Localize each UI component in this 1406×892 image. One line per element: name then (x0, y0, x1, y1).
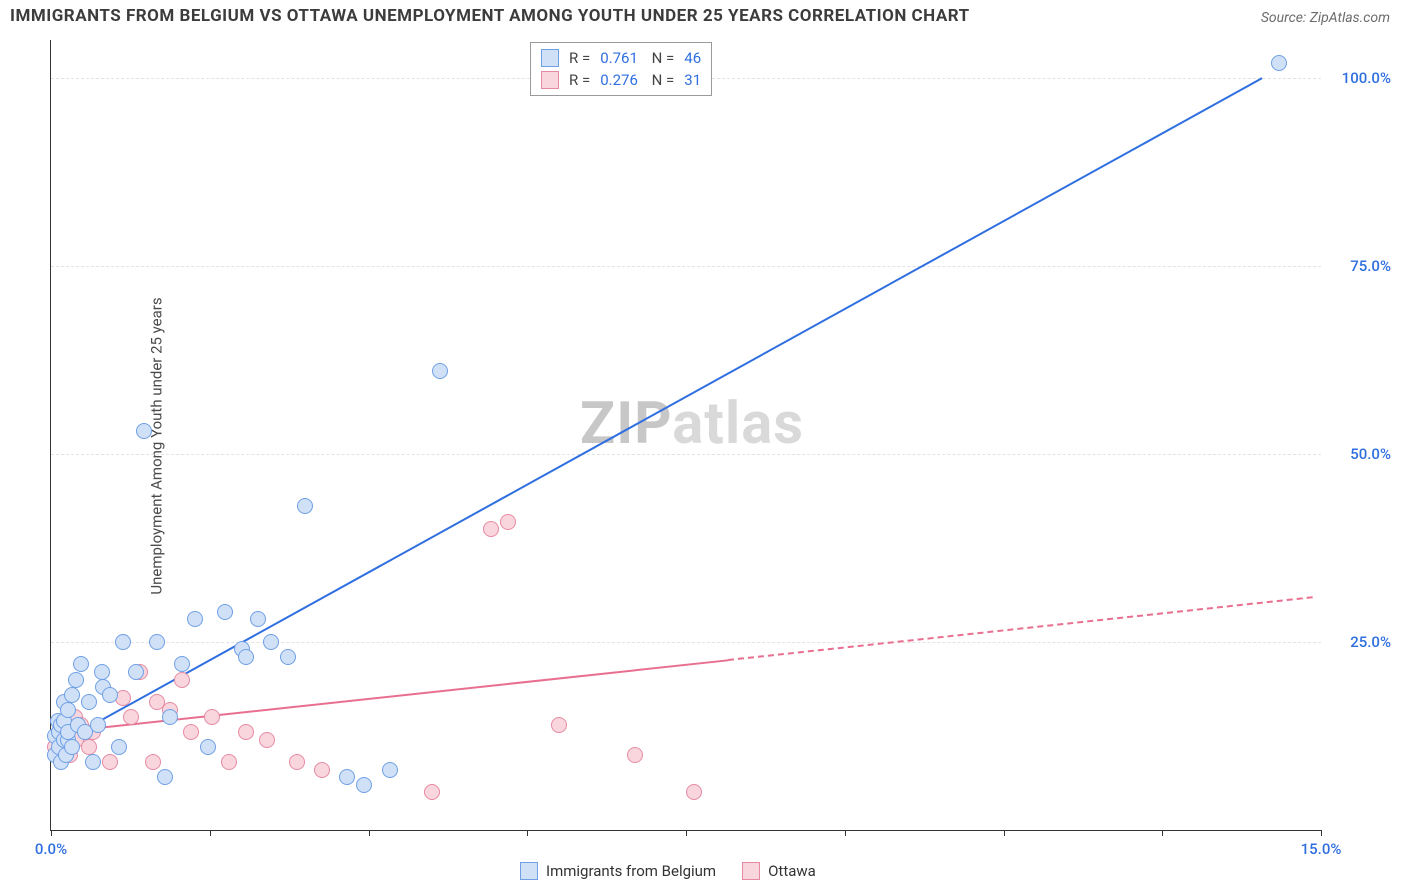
data-point-belgium (263, 634, 279, 650)
data-point-ottawa (424, 784, 440, 800)
data-point-belgium (149, 634, 165, 650)
series-legend: Immigrants from Belgium Ottawa (520, 862, 816, 880)
data-point-belgium (280, 649, 296, 665)
source-label: Source: ZipAtlas.com (1261, 10, 1390, 26)
data-point-belgium (238, 649, 254, 665)
legend-belgium-r: 0.761 (600, 47, 638, 69)
legend-item-ottawa: Ottawa (742, 862, 816, 880)
y-tick-label: 100.0% (1342, 69, 1391, 87)
data-point-belgium (64, 687, 80, 703)
data-point-belgium (111, 739, 127, 755)
data-point-belgium (356, 777, 372, 793)
data-point-belgium (339, 769, 355, 785)
data-point-belgium (297, 498, 313, 514)
data-point-belgium (1271, 55, 1287, 71)
swatch-ottawa (742, 862, 760, 880)
data-point-ottawa (238, 724, 254, 740)
x-tick-label: 15.0% (1301, 840, 1342, 858)
data-point-ottawa (145, 754, 161, 770)
chart-title: IMMIGRANTS FROM BELGIUM VS OTTAWA UNEMPL… (10, 6, 970, 26)
data-point-belgium (68, 672, 84, 688)
data-point-belgium (174, 656, 190, 672)
data-point-ottawa (102, 754, 118, 770)
data-point-ottawa (123, 709, 139, 725)
data-point-belgium (128, 664, 144, 680)
legend-n-label: N = (648, 69, 674, 91)
data-point-ottawa (314, 762, 330, 778)
swatch-ottawa (541, 71, 559, 89)
data-point-belgium (136, 423, 152, 439)
data-point-belgium (94, 664, 110, 680)
data-point-belgium (64, 739, 80, 755)
chart-container: IMMIGRANTS FROM BELGIUM VS OTTAWA UNEMPL… (0, 0, 1406, 892)
data-point-belgium (200, 739, 216, 755)
legend-r-label: R = (569, 47, 590, 69)
data-point-ottawa (483, 521, 499, 537)
data-point-ottawa (174, 672, 190, 688)
data-point-belgium (187, 611, 203, 627)
data-point-belgium (382, 762, 398, 778)
trend-line (728, 597, 1312, 662)
legend-belgium-n: 46 (684, 47, 701, 69)
legend-row-ottawa: R = 0.276 N = 31 (541, 69, 701, 91)
data-point-belgium (162, 709, 178, 725)
y-tick-label: 50.0% (1350, 445, 1391, 463)
legend-item-belgium: Immigrants from Belgium (520, 862, 716, 880)
legend-row-belgium: R = 0.761 N = 46 (541, 47, 701, 69)
data-point-belgium (250, 611, 266, 627)
data-point-ottawa (183, 724, 199, 740)
data-point-ottawa (500, 514, 516, 530)
legend-r-label: R = (569, 69, 590, 91)
data-point-belgium (73, 656, 89, 672)
data-point-belgium (157, 769, 173, 785)
legend-ottawa-label: Ottawa (768, 862, 816, 880)
legend-belgium-label: Immigrants from Belgium (546, 862, 716, 880)
correlation-legend: R = 0.761 N = 46 R = 0.276 N = 31 (530, 42, 712, 96)
data-point-ottawa (686, 784, 702, 800)
plot-area: 25.0%50.0%75.0%100.0%0.0%15.0% (50, 40, 1321, 831)
data-point-belgium (432, 363, 448, 379)
data-point-ottawa (221, 754, 237, 770)
data-point-belgium (115, 634, 131, 650)
data-point-ottawa (81, 739, 97, 755)
legend-n-label: N = (648, 47, 674, 69)
legend-ottawa-r: 0.276 (600, 69, 638, 91)
data-point-ottawa (289, 754, 305, 770)
data-point-belgium (60, 702, 76, 718)
x-tick-label: 0.0% (35, 840, 67, 858)
data-point-ottawa (551, 717, 567, 733)
y-tick-label: 75.0% (1350, 257, 1391, 275)
swatch-belgium (520, 862, 538, 880)
y-tick-label: 25.0% (1350, 633, 1391, 651)
data-point-belgium (217, 604, 233, 620)
legend-ottawa-n: 31 (684, 69, 701, 91)
data-point-ottawa (204, 709, 220, 725)
data-point-belgium (102, 687, 118, 703)
data-point-belgium (81, 694, 97, 710)
trend-line (51, 78, 1263, 749)
data-point-belgium (85, 754, 101, 770)
swatch-belgium (541, 49, 559, 67)
data-point-ottawa (259, 732, 275, 748)
data-point-belgium (90, 717, 106, 733)
data-point-ottawa (627, 747, 643, 763)
